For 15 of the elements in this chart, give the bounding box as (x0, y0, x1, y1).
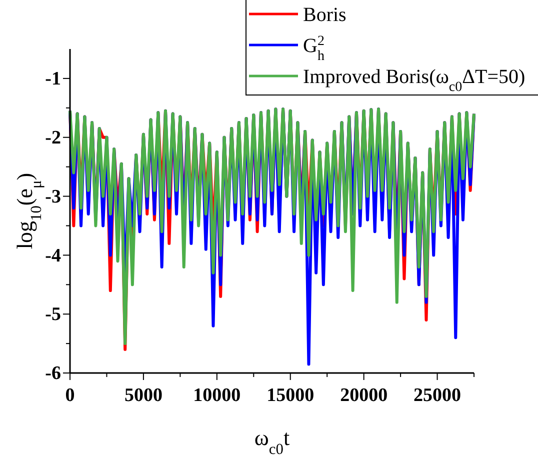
y-tick-label: -5 (45, 304, 61, 326)
x-tick-label: 5000 (124, 385, 162, 406)
y-tick-label: -4 (45, 245, 62, 266)
x-tick-label: 15000 (266, 385, 314, 406)
x-tick-label: 20000 (340, 385, 388, 406)
y-tick-label: -6 (45, 363, 61, 384)
x-tick-label: 10000 (193, 385, 241, 406)
y-tick-label: -3 (45, 186, 61, 208)
y-tick-label: -1 (45, 68, 61, 90)
y-tick-label: -2 (45, 127, 61, 148)
x-tick-label: 0 (65, 385, 75, 406)
x-tick-label: 25000 (414, 385, 462, 406)
legend-label: Boris (303, 4, 347, 26)
x-axis-title: ω$_{c0}$t (254, 425, 290, 457)
legend-label: Improved Boris(ω$_{c0}$ΔT=50) (303, 66, 526, 94)
